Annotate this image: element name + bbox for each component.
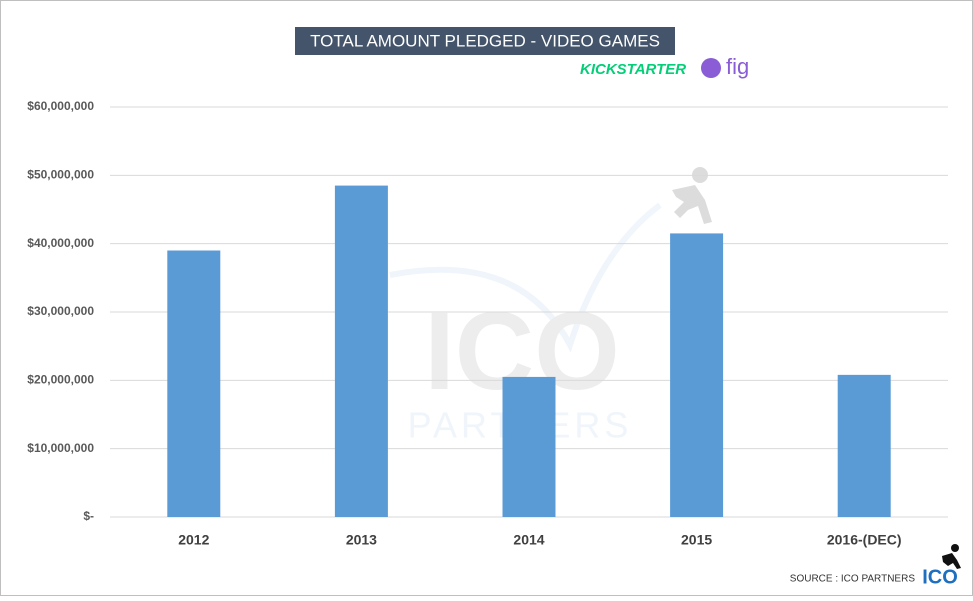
x-tick-label: 2012 [178,532,209,548]
y-tick-label: $60,000,000 [27,99,94,113]
y-tick-label: $10,000,000 [27,441,94,455]
fig-icon [701,58,721,78]
y-tick-label: $40,000,000 [27,236,94,250]
bar [670,233,724,517]
title-box [295,27,675,55]
bar [334,185,388,518]
bar [502,376,556,517]
y-tick-label: $50,000,000 [27,168,94,182]
y-tick-label: $20,000,000 [27,373,94,387]
x-tick-label: 2014 [513,532,544,548]
ico-logo: ICO [922,566,958,588]
fig-logo: fig [726,54,749,79]
logo-runner [942,544,961,569]
x-tick-label: 2015 [681,532,712,548]
source-note: SOURCE : ICO PARTNERS [790,574,916,585]
bar [837,374,891,517]
watermark-swoosh [389,202,662,353]
x-tick-label: 2013 [346,532,377,548]
chart-title: TOTAL AMOUNT PLEDGED - VIDEO GAMES [310,31,660,50]
bar [167,250,221,517]
x-tick-label: 2016-(DEC) [827,532,902,548]
y-tick-label: $- [83,509,94,523]
y-tick-label: $30,000,000 [27,304,94,318]
kickstarter-logo: KICKSTARTER [580,61,686,78]
